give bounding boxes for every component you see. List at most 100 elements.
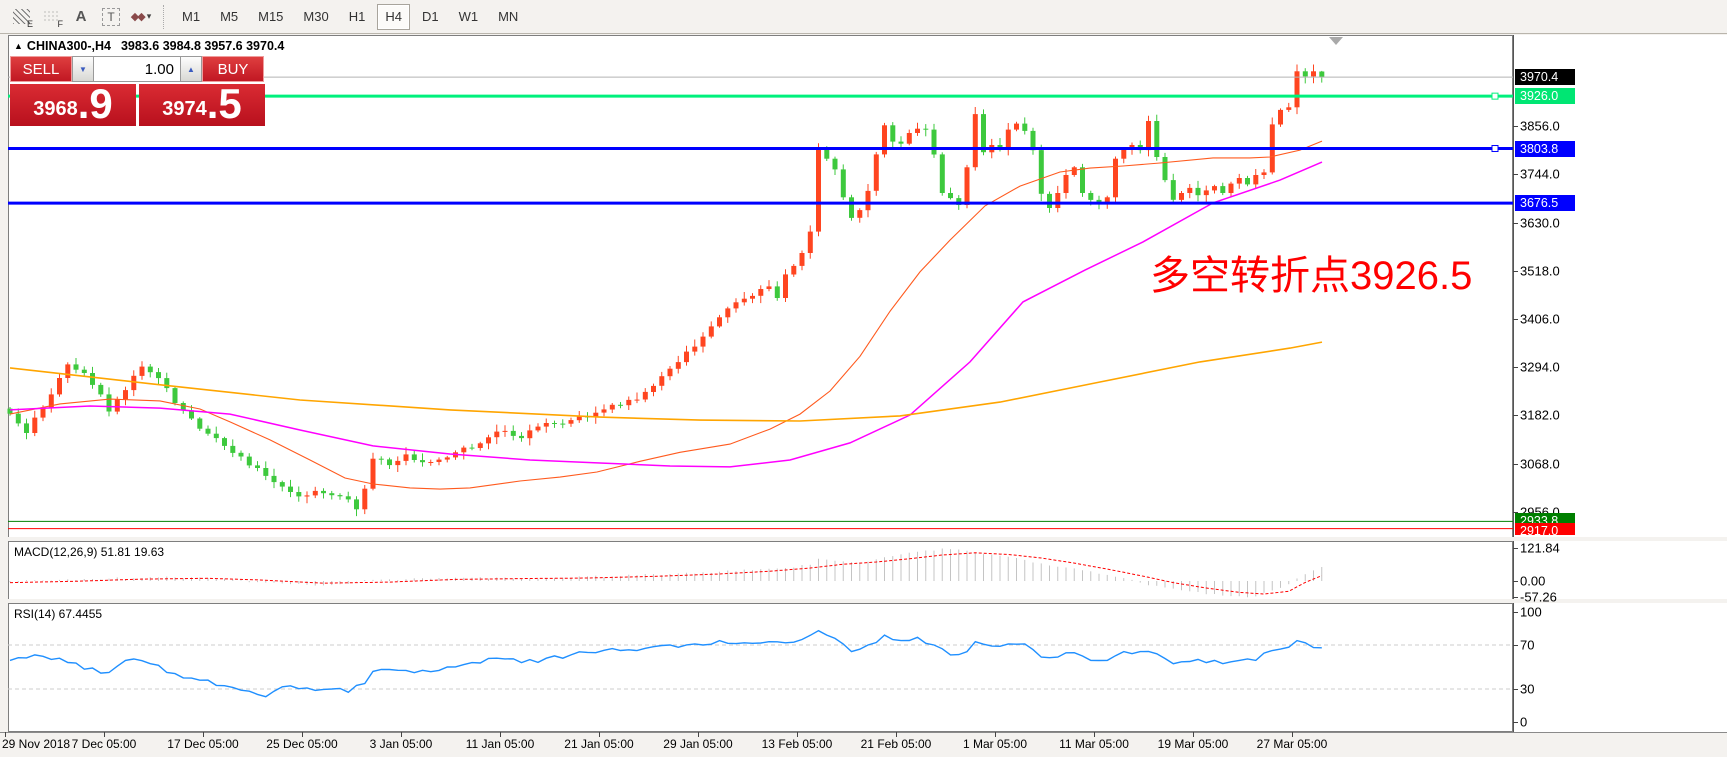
toolbar: E F A T ◆◆ ▾ M1 M5 M15 M30 H1 H4 D1 W1 MN bbox=[0, 0, 1727, 34]
time-axis-tick bbox=[500, 732, 501, 737]
chart-text-annotation[interactable]: 多空转折点3926.5 bbox=[1150, 254, 1473, 298]
price-axis-label: 3182.0 bbox=[1520, 407, 1560, 423]
time-axis-tick bbox=[5, 732, 6, 737]
time-axis-label: 29 Jan 05:00 bbox=[663, 737, 733, 751]
channel-tool-sub: E bbox=[26, 18, 33, 29]
arrow-down-icon: ▼ bbox=[79, 64, 87, 74]
time-axis-tick bbox=[599, 732, 600, 737]
axis-tick bbox=[1513, 511, 1518, 513]
price-axis-label: 3744.0 bbox=[1520, 166, 1560, 182]
text-label-tool-icon: T bbox=[102, 7, 120, 26]
axis-tick bbox=[1513, 548, 1518, 549]
time-axis-tick bbox=[896, 732, 897, 737]
chart-title: ▲ CHINA300-,H4 3983.6 3984.8 3957.6 3970.4 bbox=[14, 39, 284, 53]
time-axis-tick bbox=[104, 732, 105, 737]
ma-mid-line bbox=[9, 161, 1323, 468]
macd-signal-line bbox=[9, 552, 1322, 595]
timeframe-button-MN[interactable]: MN bbox=[498, 9, 519, 24]
price-axis-badge: 3926.0 bbox=[1515, 88, 1575, 105]
buy-price-tile[interactable]: 3974.5 bbox=[139, 83, 265, 126]
panel-divider[interactable] bbox=[0, 599, 1727, 603]
axis-tick bbox=[1513, 722, 1518, 723]
arrow-up-icon: ▲ bbox=[187, 64, 195, 74]
sell-button[interactable]: SELL bbox=[10, 56, 72, 82]
line-handle[interactable] bbox=[1491, 92, 1499, 100]
time-axis-label: 11 Jan 05:00 bbox=[465, 737, 535, 751]
sell-price-tile[interactable]: 3968.9 bbox=[10, 80, 136, 127]
volume-decrease-button[interactable]: ▼ bbox=[72, 56, 94, 82]
axis-tick bbox=[1513, 174, 1518, 176]
macd-axis-label: 0.00 bbox=[1520, 573, 1546, 589]
toolbar-separator bbox=[163, 4, 165, 29]
buy-button[interactable]: BUY bbox=[202, 56, 264, 82]
axis-tick bbox=[1513, 223, 1518, 224]
time-axis-label: 13 Feb 05:00 bbox=[761, 737, 833, 751]
axis-tick bbox=[1513, 689, 1518, 690]
time-axis-label: 25 Dec 05:00 bbox=[266, 737, 338, 751]
timeframe-button-M30[interactable]: M30 bbox=[303, 9, 329, 24]
line-handle[interactable] bbox=[1491, 145, 1499, 153]
fibonacci-tool-icon bbox=[42, 10, 60, 23]
timeframe-button-H1[interactable]: H1 bbox=[348, 9, 366, 24]
chart-ohlc-values: 3983.6 3984.8 3957.6 3970.4 bbox=[120, 39, 285, 53]
sell-price-int: 3968 bbox=[33, 98, 78, 120]
channel-tool-button[interactable]: E bbox=[8, 4, 34, 30]
axis-tick bbox=[1513, 612, 1518, 613]
text-tool-button[interactable]: A bbox=[68, 4, 94, 30]
time-axis-tick bbox=[797, 732, 798, 737]
time-axis-tick bbox=[1094, 732, 1095, 737]
volume-input[interactable] bbox=[94, 57, 180, 81]
price-axis-label: 3856.0 bbox=[1520, 118, 1560, 134]
symbol-marker-icon: ▲ bbox=[14, 41, 23, 51]
panel-divider[interactable] bbox=[0, 537, 1727, 541]
timeframe-button-W1[interactable]: W1 bbox=[458, 9, 479, 24]
timeframe-button-D1[interactable]: D1 bbox=[421, 9, 439, 24]
time-axis-tick bbox=[698, 732, 699, 737]
time-axis-label: 21 Jan 05:00 bbox=[564, 737, 634, 751]
price-axis-badge: 3803.8 bbox=[1515, 140, 1575, 157]
fibonacci-tool-button[interactable]: F bbox=[38, 4, 64, 30]
ma-fast-line bbox=[9, 140, 1323, 490]
rsi-panel[interactable] bbox=[8, 603, 1513, 732]
fibonacci-tool-sub: F bbox=[57, 18, 64, 29]
axis-tick bbox=[1513, 581, 1518, 582]
text-label-tool-button[interactable]: T bbox=[98, 4, 124, 30]
scroll-shift-marker[interactable] bbox=[1329, 37, 1343, 45]
arrows-tool-button[interactable]: ◆◆ ▾ bbox=[128, 4, 154, 30]
axis-tick bbox=[1513, 596, 1518, 598]
time-axis-label: 17 Dec 05:00 bbox=[167, 737, 239, 751]
timeframe-button-H4[interactable]: H4 bbox=[377, 3, 410, 30]
timeframe-buttons: M1 M5 M15 M30 H1 H4 D1 W1 MN bbox=[172, 3, 528, 30]
timeframe-button-M1[interactable]: M1 bbox=[182, 9, 201, 24]
sell-price-pips: .9 bbox=[77, 80, 113, 127]
axis-tick bbox=[1513, 270, 1518, 272]
timeframe-button-M5[interactable]: M5 bbox=[220, 9, 239, 24]
ma-slow-line bbox=[9, 341, 1323, 422]
time-axis-label: 27 Mar 05:00 bbox=[1256, 737, 1328, 751]
rsi-line bbox=[9, 629, 1322, 698]
channel-tool-icon bbox=[12, 9, 30, 24]
axis-tick bbox=[1513, 414, 1518, 416]
volume-field-wrap bbox=[94, 56, 180, 82]
candlesticks bbox=[7, 64, 1325, 517]
timeframe-button-M15[interactable]: M15 bbox=[258, 9, 284, 24]
rsi-indicator-label: RSI(14) 67.4455 bbox=[14, 607, 103, 621]
price-axis-badge: 3970.4 bbox=[1515, 69, 1575, 86]
price-axis-badge: 2917.0 bbox=[1515, 522, 1575, 535]
time-axis-tick bbox=[1292, 732, 1293, 737]
time-axis-label: 21 Feb 05:00 bbox=[860, 737, 932, 751]
axis-tick bbox=[1513, 645, 1518, 646]
time-axis-tick bbox=[203, 732, 204, 737]
time-axis-label: 19 Mar 05:00 bbox=[1157, 737, 1229, 751]
rsi-axis-label: 0 bbox=[1520, 714, 1528, 730]
price-axis-label: 3518.0 bbox=[1520, 263, 1560, 279]
buy-price-int: 3974 bbox=[162, 98, 207, 120]
price-axis-badge: 3676.5 bbox=[1515, 195, 1575, 212]
time-axis[interactable] bbox=[0, 732, 1727, 757]
arrows-tool-icon: ◆◆ bbox=[130, 11, 146, 23]
one-click-trading-panel: SELL ▼ ▲ BUY 3968.9 3974.5 bbox=[10, 56, 268, 126]
time-axis-label: 29 Nov 2018 bbox=[2, 737, 71, 751]
volume-increase-button[interactable]: ▲ bbox=[180, 56, 202, 82]
